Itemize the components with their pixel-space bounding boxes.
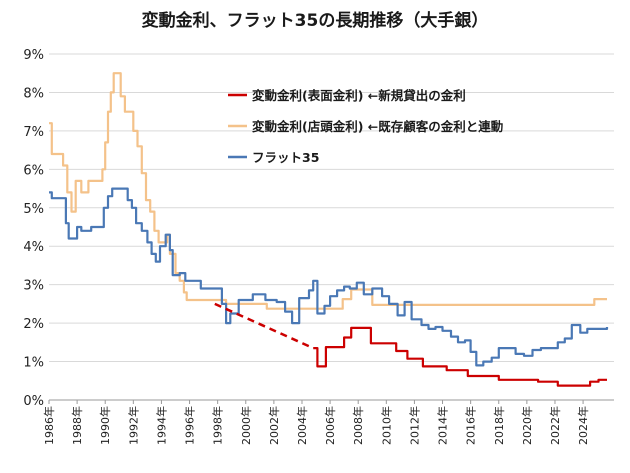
y-tick-label: 6% [23,163,44,178]
y-tick-label: 2% [23,317,44,332]
y-tick-label: 9% [23,48,44,63]
x-tick-label: 1992年 [126,406,140,445]
x-tick-label: 1986年 [42,406,56,445]
x-tick-label: 2000年 [239,406,253,445]
series-lines [49,72,609,387]
gridlines [49,53,614,401]
series-line-1 [49,72,607,310]
x-tick-label: 1998年 [211,406,225,445]
x-tick-label: 2002年 [267,406,281,445]
x-tick-label: 2006年 [323,406,337,445]
x-tick-label: 2010年 [379,406,393,445]
x-tick-label: 1990年 [98,406,112,445]
x-tick-label: 1994年 [154,406,168,445]
legend-label: 変動金利(店頭金利) ←既存顧客の金利と連動 [252,119,503,134]
x-tick-label: 2020年 [520,406,534,445]
x-tick-label: 2004年 [295,406,309,445]
x-tick-label: 2022年 [548,406,562,445]
x-tick-label: 2014年 [436,406,450,445]
y-tick-label: 3% [23,279,44,294]
series-line-0 [313,326,607,387]
x-axis-ticks: 1986年 1988年 1990年 1992年 1994年 1996年 1998年 2000年… [42,400,590,445]
x-tick-label: 2024年 [576,406,590,445]
trend-dashed-line [214,302,314,350]
chart-title: 変動金利、フラット35の長期推移（大手銀） [141,11,489,31]
y-tick-label: 4% [23,240,44,255]
series-line-2 [49,187,609,367]
y-tick-label: 8% [23,86,44,101]
y-tick-label: 0% [23,394,44,409]
legend-label: 変動金利(表面金利) ←新規貸出の金利 [252,88,466,103]
x-tick-label: 2012年 [407,406,421,445]
x-tick-label: 1988年 [70,406,84,445]
y-axis-ticks: 0% 1% 2% 3% 4% 5% 6% 7% 8% 9% [23,48,44,409]
y-tick-label: 5% [23,202,44,217]
x-tick-label: 2008年 [351,406,365,445]
x-tick-label: 2016年 [464,406,478,445]
y-tick-label: 7% [23,125,44,140]
x-tick-label: 1996年 [183,406,197,445]
y-tick-label: 1% [23,356,44,371]
legend-label: フラット35 [252,150,319,165]
x-tick-label: 2018年 [492,406,506,445]
